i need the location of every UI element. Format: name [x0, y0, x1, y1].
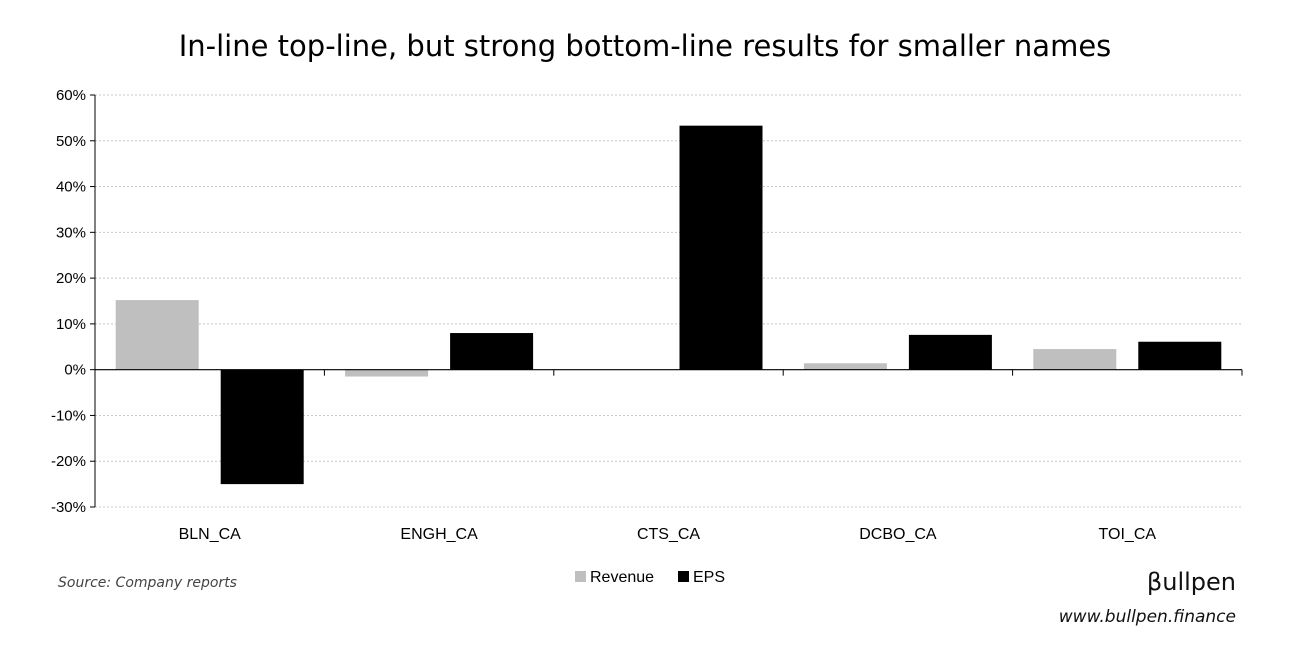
x-tick-label: BLN_CA	[179, 526, 242, 543]
y-tick-label: 0%	[64, 362, 86, 379]
legend-swatch-eps	[678, 571, 689, 582]
y-tick-label: 40%	[56, 179, 86, 196]
bar-eps-engh_ca	[450, 333, 534, 370]
chart-title: In-line top-line, but strong bottom-line…	[179, 29, 1112, 63]
x-tick-label: CTS_CA	[637, 526, 700, 543]
x-tick-label: TOI_CA	[1099, 526, 1157, 543]
bar-eps-cts_ca	[679, 125, 763, 370]
x-axis-labels: BLN_CA ENGH_CA CTS_CA DCBO_CA TOI_CA	[179, 526, 1157, 543]
bar-eps-bln_ca	[220, 369, 304, 485]
bars	[115, 125, 1222, 485]
bar-eps-dcbo_ca	[908, 334, 992, 370]
y-tick-label: 50%	[56, 133, 86, 150]
bar-revenue-toi_ca	[1033, 349, 1117, 370]
axes	[94, 95, 1243, 507]
bar-eps-toi_ca	[1138, 341, 1222, 370]
y-tick-label: 10%	[56, 316, 86, 333]
y-tick-label: -30%	[51, 499, 86, 516]
x-tick-label: DCBO_CA	[859, 526, 937, 543]
legend-label-eps: EPS	[693, 569, 725, 586]
brand-logo: βullpen	[1147, 568, 1236, 596]
legend: Revenue EPS	[575, 569, 725, 586]
legend-swatch-revenue	[575, 571, 586, 582]
y-tick-label: 60%	[56, 87, 86, 104]
source-note: Source: Company reports	[58, 575, 237, 591]
bar-revenue-dcbo_ca	[803, 363, 887, 370]
x-tick-label: ENGH_CA	[400, 526, 478, 543]
bar-revenue-bln_ca	[115, 300, 199, 370]
y-tick-label: -20%	[51, 453, 86, 470]
brand-url: www.bullpen.finance	[1059, 607, 1236, 627]
y-axis-ticks: 60% 50% 40% 30% 20% 10% 0% -10% -20% -30%	[51, 87, 95, 516]
y-tick-label: 20%	[56, 270, 86, 287]
bar-revenue-engh_ca	[345, 369, 429, 377]
y-tick-label: -10%	[51, 407, 86, 424]
legend-label-revenue: Revenue	[590, 569, 654, 586]
y-tick-label: 30%	[56, 224, 86, 241]
